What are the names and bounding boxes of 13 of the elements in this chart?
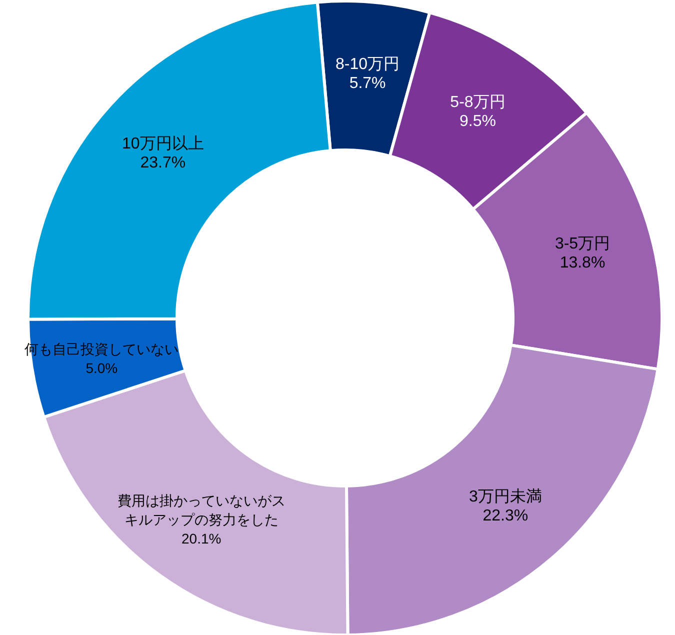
data-label: 5.0% [86, 360, 118, 376]
data-label: 5.7% [349, 75, 386, 92]
data-label: 9.5% [460, 112, 496, 130]
data-label: 13.8% [560, 254, 606, 272]
slice-label: 費用は掛かっていないがスキルアップの努力をした [117, 492, 286, 528]
slice-label: 5-8万円 [450, 94, 506, 111]
data-label: 20.1% [182, 530, 222, 546]
data-label: 23.7% [140, 154, 186, 172]
slice-label: 3-5万円 [554, 236, 610, 253]
data-label: 22.3% [482, 508, 528, 525]
slice-label: 8-10万円 [336, 56, 400, 74]
slice-label: 10万円以上 [122, 134, 204, 152]
slice-label: 3万円未満 [468, 488, 542, 506]
